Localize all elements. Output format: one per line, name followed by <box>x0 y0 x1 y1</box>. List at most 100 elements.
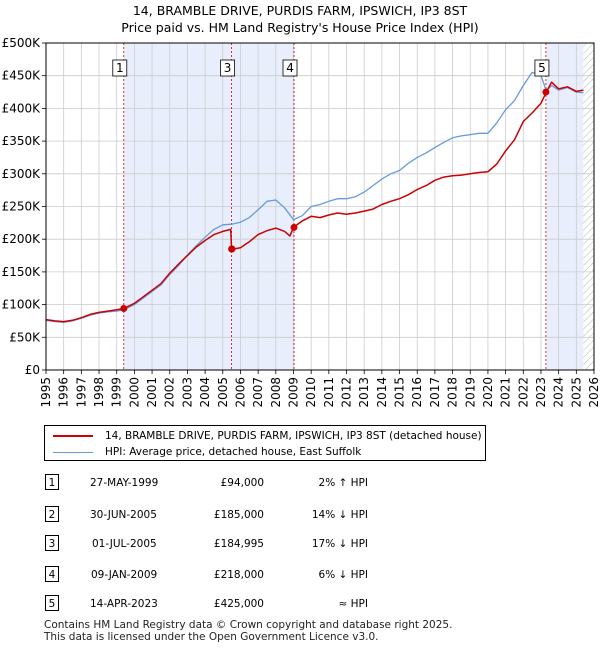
x-axis-ticks: 1995 1996 1997 1998 1999 2000 2001 2002 2003 2004… <box>39 370 600 408</box>
y-tick-label: £350K <box>2 134 42 148</box>
sale-row: 5 14-APR-2023 £425,000 ≈ HPI <box>44 595 444 613</box>
sale-row: 4 09-JAN-2009 £218,000 6% ↓ HPI <box>44 566 444 584</box>
legend-label-property: 14, BRAMBLE DRIVE, PURDIS FARM, IPSWICH,… <box>105 430 482 442</box>
x-tick-label: 2004 <box>198 377 212 408</box>
price-chart: 1 3 4 5 £0 £50K £100K £150K £200K £250K £300K £350… <box>2 36 600 408</box>
x-tick-label: 2005 <box>216 377 230 408</box>
y-tick-label: £150K <box>2 265 42 279</box>
x-tick-label: 2020 <box>481 377 495 408</box>
sale-hpi: 17% ↓ HPI <box>311 538 368 550</box>
hpi-line <box>45 71 584 323</box>
x-tick-label: 2007 <box>251 377 265 408</box>
legend-item-hpi: HPI: Average price, detached house, East… <box>45 444 361 460</box>
sale-date: 27-MAY-1999 <box>90 477 159 489</box>
y-tick-label: £100K <box>2 298 42 312</box>
y-axis-ticks: £0 £50K £100K £150K £200K £250K £300K £350K £400… <box>2 36 46 377</box>
sale-row: 1 27-MAY-1999 £94,000 2% ↑ HPI <box>44 474 444 492</box>
x-tick-label: 1996 <box>57 377 71 408</box>
x-tick-label: 2008 <box>269 377 283 408</box>
footer-line-2: This data is licensed under the Open Gov… <box>44 631 379 643</box>
sale-price: £218,000 <box>213 569 264 581</box>
series-lines <box>45 71 584 323</box>
legend-swatch-property <box>53 435 93 437</box>
y-tick-label: £50K <box>9 330 41 344</box>
annotation-box <box>220 59 236 77</box>
sale-hpi: 14% ↓ HPI <box>311 509 368 521</box>
x-tick-label: 1995 <box>39 377 53 408</box>
sale-price: £94,000 <box>220 477 264 489</box>
sale-marker <box>542 88 550 96</box>
legend-label-hpi: HPI: Average price, detached house, East… <box>105 446 362 458</box>
property-price-line <box>45 81 584 323</box>
x-tick-label: 2016 <box>410 377 424 408</box>
x-tick-label: 2021 <box>499 377 513 408</box>
x-tick-label: 2024 <box>552 377 566 408</box>
x-tick-label: 1998 <box>92 377 106 408</box>
footer-attribution: Contains HM Land Registry data © Crown c… <box>44 619 452 643</box>
x-tick-label: 2014 <box>375 377 389 408</box>
sale-hpi: 2% ↑ HPI <box>318 477 368 489</box>
x-tick-label: 2023 <box>534 377 548 408</box>
annotation-box <box>534 59 550 77</box>
sale-number-badge: 5 <box>45 595 59 611</box>
y-tick-label: £250K <box>2 200 42 214</box>
sale-date: 30-JUN-2005 <box>90 509 157 521</box>
sale-row: 3 01-JUL-2005 £184,995 17% ↓ HPI <box>44 535 444 553</box>
x-tick-label: 2009 <box>286 377 300 408</box>
annotation-box <box>282 59 298 77</box>
x-tick-label: 2001 <box>145 377 159 408</box>
x-tick-label: 2013 <box>357 377 371 408</box>
annotation-label: 1 <box>116 61 124 75</box>
sale-vlines <box>123 43 547 370</box>
sale-price: £184,995 <box>213 538 264 550</box>
sale-number-badge: 1 <box>45 474 59 490</box>
title-line-2: Price paid vs. HM Land Registry's House … <box>121 20 479 35</box>
chart-title: 14, BRAMBLE DRIVE, PURDIS FARM, IPSWICH,… <box>0 2 600 36</box>
sale-row: 2 30-JUN-2005 £185,000 14% ↓ HPI <box>44 506 444 524</box>
x-tick-label: 2002 <box>163 377 177 408</box>
x-tick-label: 2000 <box>127 377 141 408</box>
y-tick-label: £300K <box>2 167 42 181</box>
x-tick-label: 2025 <box>569 377 583 408</box>
x-tick-label: 2022 <box>516 377 530 408</box>
x-tick-label: 2017 <box>428 377 442 408</box>
x-tick-label: 2012 <box>340 377 354 408</box>
sale-markers <box>120 88 550 313</box>
sale-date: 01-JUL-2005 <box>92 538 157 550</box>
x-tick-label: 2018 <box>446 377 460 408</box>
sale-price: £425,000 <box>213 598 264 610</box>
x-tick-label: 1997 <box>74 377 88 408</box>
sale-number-badge: 4 <box>45 566 59 582</box>
x-tick-label: 2011 <box>322 377 336 408</box>
legend-swatch-hpi <box>53 451 93 453</box>
sale-annotations: 1 3 4 5 <box>112 59 550 77</box>
sale-date: 09-JAN-2009 <box>91 569 158 581</box>
annotation-box <box>112 59 128 77</box>
sale-number-badge: 2 <box>45 506 59 522</box>
sale-date: 14-APR-2023 <box>90 598 158 610</box>
sale-marker <box>120 305 128 313</box>
y-tick-label: £400K <box>2 101 42 115</box>
title-line-1: 14, BRAMBLE DRIVE, PURDIS FARM, IPSWICH,… <box>132 3 468 18</box>
x-tick-label: 2006 <box>233 377 247 408</box>
x-tick-label: 2015 <box>393 377 407 408</box>
x-tick-label: 2010 <box>304 377 318 408</box>
x-tick-label: 2003 <box>180 377 194 408</box>
chart-legend: 14, BRAMBLE DRIVE, PURDIS FARM, IPSWICH,… <box>44 425 486 461</box>
sale-marker <box>228 245 236 253</box>
annotation-label: 3 <box>224 61 232 75</box>
legend-item-property: 14, BRAMBLE DRIVE, PURDIS FARM, IPSWICH,… <box>45 428 482 444</box>
x-tick-label: 1999 <box>110 377 124 408</box>
footer-line-1: Contains HM Land Registry data © Crown c… <box>44 619 453 631</box>
annotation-label: 5 <box>538 61 546 75</box>
y-tick-label: £500K <box>2 36 42 50</box>
y-tick-label: £0 <box>25 363 40 377</box>
x-tick-label: 2019 <box>463 377 477 408</box>
sale-hpi: ≈ HPI <box>338 598 368 610</box>
x-tick-label: 2026 <box>587 377 600 408</box>
sale-marker <box>290 223 298 231</box>
annotation-label: 4 <box>286 61 294 75</box>
y-tick-label: £450K <box>2 69 42 83</box>
sale-number-badge: 3 <box>45 535 59 551</box>
sale-hpi: 6% ↓ HPI <box>318 569 368 581</box>
